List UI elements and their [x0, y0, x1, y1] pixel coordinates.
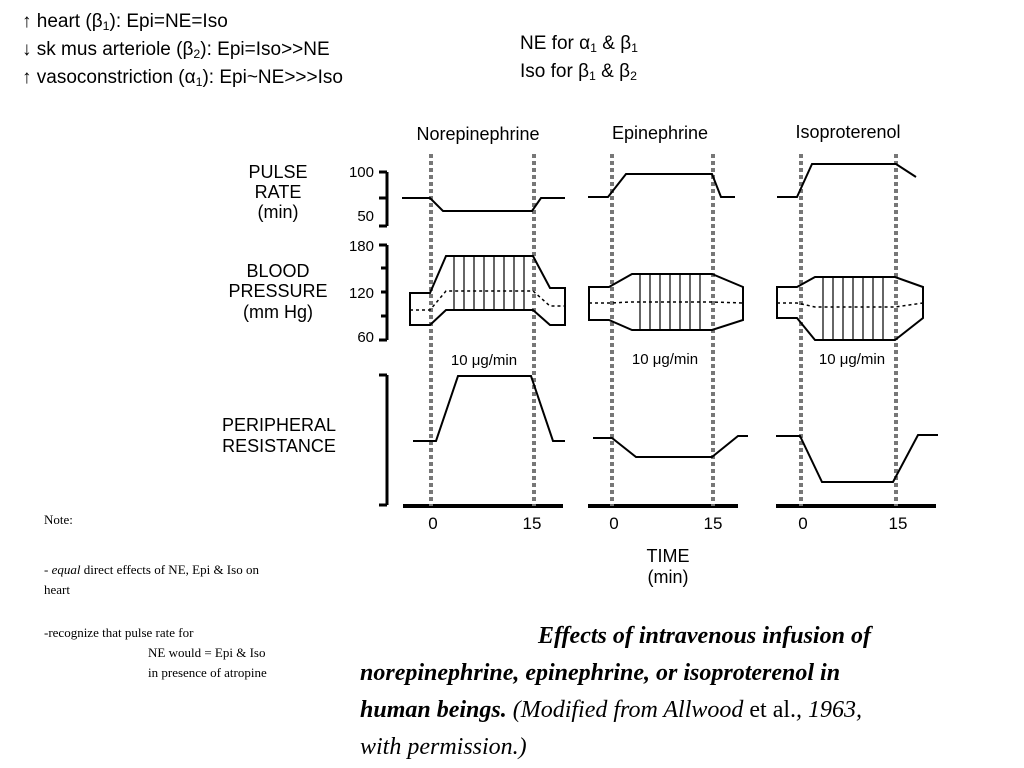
- note-title: Note:: [44, 512, 73, 527]
- infusion-diagram: Norepinephrine Epinephrine Isoproterenol…: [222, 122, 938, 587]
- up-arrow-icon: ↑: [22, 11, 32, 32]
- time-tick-0-iso: 0: [798, 514, 807, 533]
- caption-line-2: norepinephrine, epinephrine, or isoprote…: [360, 660, 841, 686]
- caption-line-4: with permission.): [360, 734, 527, 760]
- pr-trace-ne: [413, 375, 565, 442]
- tick-bp-120: 120: [349, 285, 374, 302]
- row-label-bp-2: PRESSURE: [228, 281, 327, 301]
- bp-mean-ne: [410, 290, 565, 311]
- infusion-end-marker-ne: [532, 154, 536, 506]
- row-label-pulse-3: (min): [258, 202, 299, 222]
- summary-heart: ↑ heart (β1): Epi=NE=Iso: [22, 11, 228, 33]
- tick-bp-60: 60: [357, 329, 374, 346]
- row-label-pr-2: RESISTANCE: [222, 436, 336, 456]
- receptor-ne: NE for α1 & β1: [520, 33, 639, 55]
- time-tick-15-iso: 15: [889, 514, 908, 533]
- panel-title-isoproterenol: Isoproterenol: [795, 122, 900, 142]
- time-tick-15-ne: 15: [523, 514, 542, 533]
- bp-envelope-ne: [409, 255, 566, 326]
- tick-bp-180: 180: [349, 238, 374, 255]
- row-label-pulse-1: PULSE: [248, 162, 307, 182]
- pulse-trace-iso: [777, 163, 917, 198]
- caption-line-3: human beings. (Modified from Allwood et …: [360, 697, 863, 723]
- pr-trace-iso: [776, 434, 938, 483]
- receptor-iso: Iso for β1 & β2: [520, 61, 637, 83]
- tick-pulse-50: 50: [357, 208, 374, 225]
- bp-envelope-iso: [776, 276, 924, 341]
- note-line-5: in presence of atropine: [148, 665, 267, 680]
- pr-axis-bracket: [379, 373, 389, 507]
- summary-vaso: ↑ vasoconstriction (α1): Epi~NE>>>Iso: [22, 67, 343, 89]
- dose-label-iso: 10 μg/min: [819, 351, 885, 368]
- note-line-4: NE would = Epi & Iso: [148, 645, 266, 660]
- pulse-trace-ne: [402, 197, 565, 212]
- note-line-2: heart: [44, 582, 70, 597]
- time-tick-0-epi: 0: [609, 514, 618, 533]
- tick-pulse-100: 100: [349, 164, 374, 181]
- bp-mean-epi: [589, 301, 744, 304]
- dose-label-ne: 10 μg/min: [451, 352, 517, 369]
- pulse-axis-bracket: [379, 170, 389, 228]
- infusion-start-marker-iso: [799, 154, 803, 506]
- row-label-bp-1: BLOOD: [246, 261, 309, 281]
- time-tick-15-epi: 15: [704, 514, 723, 533]
- infusion-start-marker-ne: [429, 154, 433, 506]
- row-label-pr-1: PERIPHERAL: [222, 415, 336, 435]
- panel-title-epinephrine: Epinephrine: [612, 123, 708, 143]
- caption-line-1: Effects of intravenous infusion of: [538, 623, 871, 649]
- dose-label-epi: 10 μg/min: [632, 351, 698, 368]
- pulse-trace-epi: [588, 173, 735, 198]
- time-axis-unit: (min): [648, 567, 689, 587]
- summary-skmus: ↓ sk mus arteriole (β2): Epi=Iso>>NE: [22, 39, 330, 61]
- note-line-1: - equal direct effects of NE, Epi & Iso …: [44, 562, 259, 577]
- bp-mean-iso: [777, 302, 924, 308]
- infusion-start-marker-epi: [610, 154, 614, 506]
- up-arrow-icon: ↑: [22, 67, 32, 88]
- row-label-bp-3: (mm Hg): [243, 302, 313, 322]
- down-arrow-icon: ↓: [22, 39, 32, 60]
- bp-axis-bracket: [379, 243, 389, 342]
- time-tick-0-ne: 0: [428, 514, 437, 533]
- bp-envelope-epi: [588, 273, 744, 331]
- note-line-3: -recognize that pulse rate for: [44, 625, 194, 640]
- pr-trace-epi: [593, 435, 748, 458]
- panel-title-norepinephrine: Norepinephrine: [416, 124, 539, 144]
- infusion-end-marker-iso: [894, 154, 898, 506]
- bp-vertical-hatching: [453, 256, 884, 340]
- time-axis-label: TIME: [647, 546, 690, 566]
- row-label-pulse-2: RATE: [255, 182, 302, 202]
